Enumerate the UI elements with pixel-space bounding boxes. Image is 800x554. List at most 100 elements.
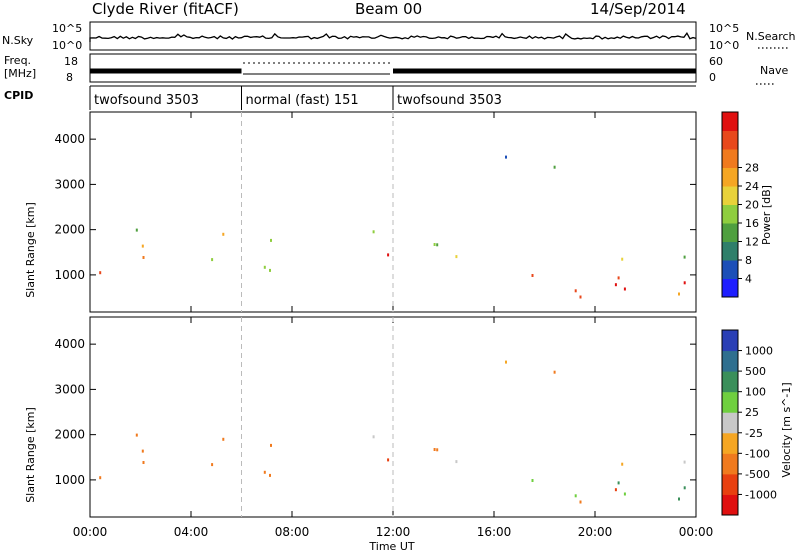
freq-unit: [MHz] <box>4 67 36 80</box>
colorbar-swatch <box>722 350 738 372</box>
time-axis: 00:00 04:00 08:00 12:00 16:00 20:00 00:00 <box>73 112 714 539</box>
colorbar-tick-label: 1000 <box>745 345 773 358</box>
velocity-cell <box>135 433 138 437</box>
colorbar-swatch <box>722 260 738 279</box>
colorbar-tick-label: -1000 <box>745 488 777 501</box>
velocity-cell <box>211 463 214 467</box>
x-tick-label: 04:00 <box>174 525 209 539</box>
x-tick-label: 12:00 <box>376 525 411 539</box>
power-cell <box>455 255 458 259</box>
freq-tick-bottom: 8 <box>66 71 73 84</box>
power-cell <box>436 243 439 247</box>
nsky-tick-bottom: 10^0 <box>52 39 82 52</box>
colorbar-tick-label: 500 <box>745 365 766 378</box>
velocity-cell <box>263 470 266 474</box>
power-cell <box>623 287 626 291</box>
nsearch-label: N.Search <box>746 30 796 43</box>
velocity-cell <box>579 500 582 504</box>
velocity-cell <box>621 462 624 466</box>
velocity-cell <box>617 481 620 485</box>
colorbar-swatch <box>722 130 738 150</box>
nave-label: Nave <box>760 64 788 77</box>
velocity-cell <box>683 460 686 464</box>
time-axis-label: Time UT <box>368 540 414 553</box>
nsearch-tick-bottom: 10^0 <box>709 39 739 52</box>
x-tick-label: 16:00 <box>477 525 512 539</box>
velocity-panel: 1000 2000 3000 4000 Slant Range [km] <box>24 316 697 518</box>
colorbar-tick-label: 24 <box>745 180 759 193</box>
velocity-cell <box>531 479 534 482</box>
nsky-panel: N.Sky 10^5 10^0 10^5 10^0 N.Search <box>2 21 796 52</box>
x-tick-label: 00:00 <box>73 525 108 539</box>
power-cell <box>617 276 620 280</box>
colorbar-swatch <box>722 412 738 434</box>
power-cell <box>141 244 144 248</box>
power-cell <box>505 155 507 159</box>
power-cell <box>211 258 214 262</box>
colorbar-tick-label: 20 <box>745 199 759 212</box>
power-cell <box>553 165 556 169</box>
colorbar-swatch <box>722 494 738 516</box>
colorbar-tick-label: 16 <box>745 217 759 230</box>
colorbar-tick-label: 25 <box>745 406 759 419</box>
cpid-label: CPID <box>4 89 33 102</box>
y-tick-label: 2000 <box>54 428 85 442</box>
velocity-cell <box>142 461 145 464</box>
freq-label: Freq. <box>4 54 31 67</box>
colorbar-swatch <box>722 391 738 413</box>
colorbar-swatch <box>722 330 738 352</box>
nave-tick-top: 60 <box>709 55 723 68</box>
nsky-label: N.Sky <box>2 34 34 47</box>
power-cell <box>621 257 624 261</box>
velocity-cell <box>455 460 458 464</box>
colorbar-swatch <box>722 223 738 242</box>
colorbar-tick-label: 4 <box>745 273 752 286</box>
velocity-cell <box>270 443 272 447</box>
x-tick-label: 00:00 <box>679 525 714 539</box>
colorbar-swatch <box>722 371 738 393</box>
colorbar-swatch <box>722 186 738 205</box>
velocity-cell <box>433 448 436 451</box>
power-ylabel: Slant Range [km] <box>24 202 37 298</box>
colorbar-swatch <box>722 432 738 454</box>
velocity-cell <box>436 448 439 452</box>
y-tick-label: 4000 <box>54 337 85 351</box>
colorbar-swatch <box>722 149 738 168</box>
velocity-ylabel: Slant Range [km] <box>24 407 37 503</box>
power-cell <box>99 271 102 275</box>
cpid-segment-label: twofsound 3503 <box>397 93 502 108</box>
nsky-tick-top: 10^5 <box>52 22 82 35</box>
nave-tick-bottom: 0 <box>709 71 716 84</box>
colorbar-swatch <box>722 453 738 475</box>
colorbar-tick-label: -100 <box>745 447 770 460</box>
velocity-cell <box>222 437 225 441</box>
freq-tick-top: 18 <box>64 55 78 68</box>
power-cell <box>531 274 534 277</box>
power-cell <box>270 238 272 242</box>
cpid-segments: twofsound 3503 normal (fast) 151 twofsound… <box>89 85 696 110</box>
velocity-cell <box>141 449 144 453</box>
y-tick-label: 3000 <box>54 177 85 191</box>
y-tick-label: 1000 <box>54 268 85 282</box>
power-scatter <box>99 155 686 299</box>
colorbar-tick-label: -25 <box>745 427 763 440</box>
power-cell <box>678 292 680 296</box>
velocity-cell <box>505 360 507 364</box>
power-cell <box>269 268 271 272</box>
power-cell <box>683 281 686 285</box>
power-colorbar: 4 8 12 16 20 24 28 Power [dB] <box>721 111 773 298</box>
colorbar-tick-label: -500 <box>745 468 770 481</box>
power-cell <box>135 228 138 232</box>
velocity-cell <box>553 370 556 374</box>
velocity-cell <box>614 488 617 492</box>
velocity-cell <box>574 494 577 498</box>
power-panel: 1000 2000 3000 4000 Slant Range [km] <box>24 111 697 313</box>
colorbar-swatch <box>722 167 738 187</box>
velocity-scatter <box>99 360 686 504</box>
velocity-cell <box>678 497 680 501</box>
power-cell <box>574 289 577 293</box>
y-tick-label: 3000 <box>54 382 85 396</box>
nsearch-tick-top: 10^5 <box>709 22 739 35</box>
colorbar-tick-label: 8 <box>745 254 752 267</box>
